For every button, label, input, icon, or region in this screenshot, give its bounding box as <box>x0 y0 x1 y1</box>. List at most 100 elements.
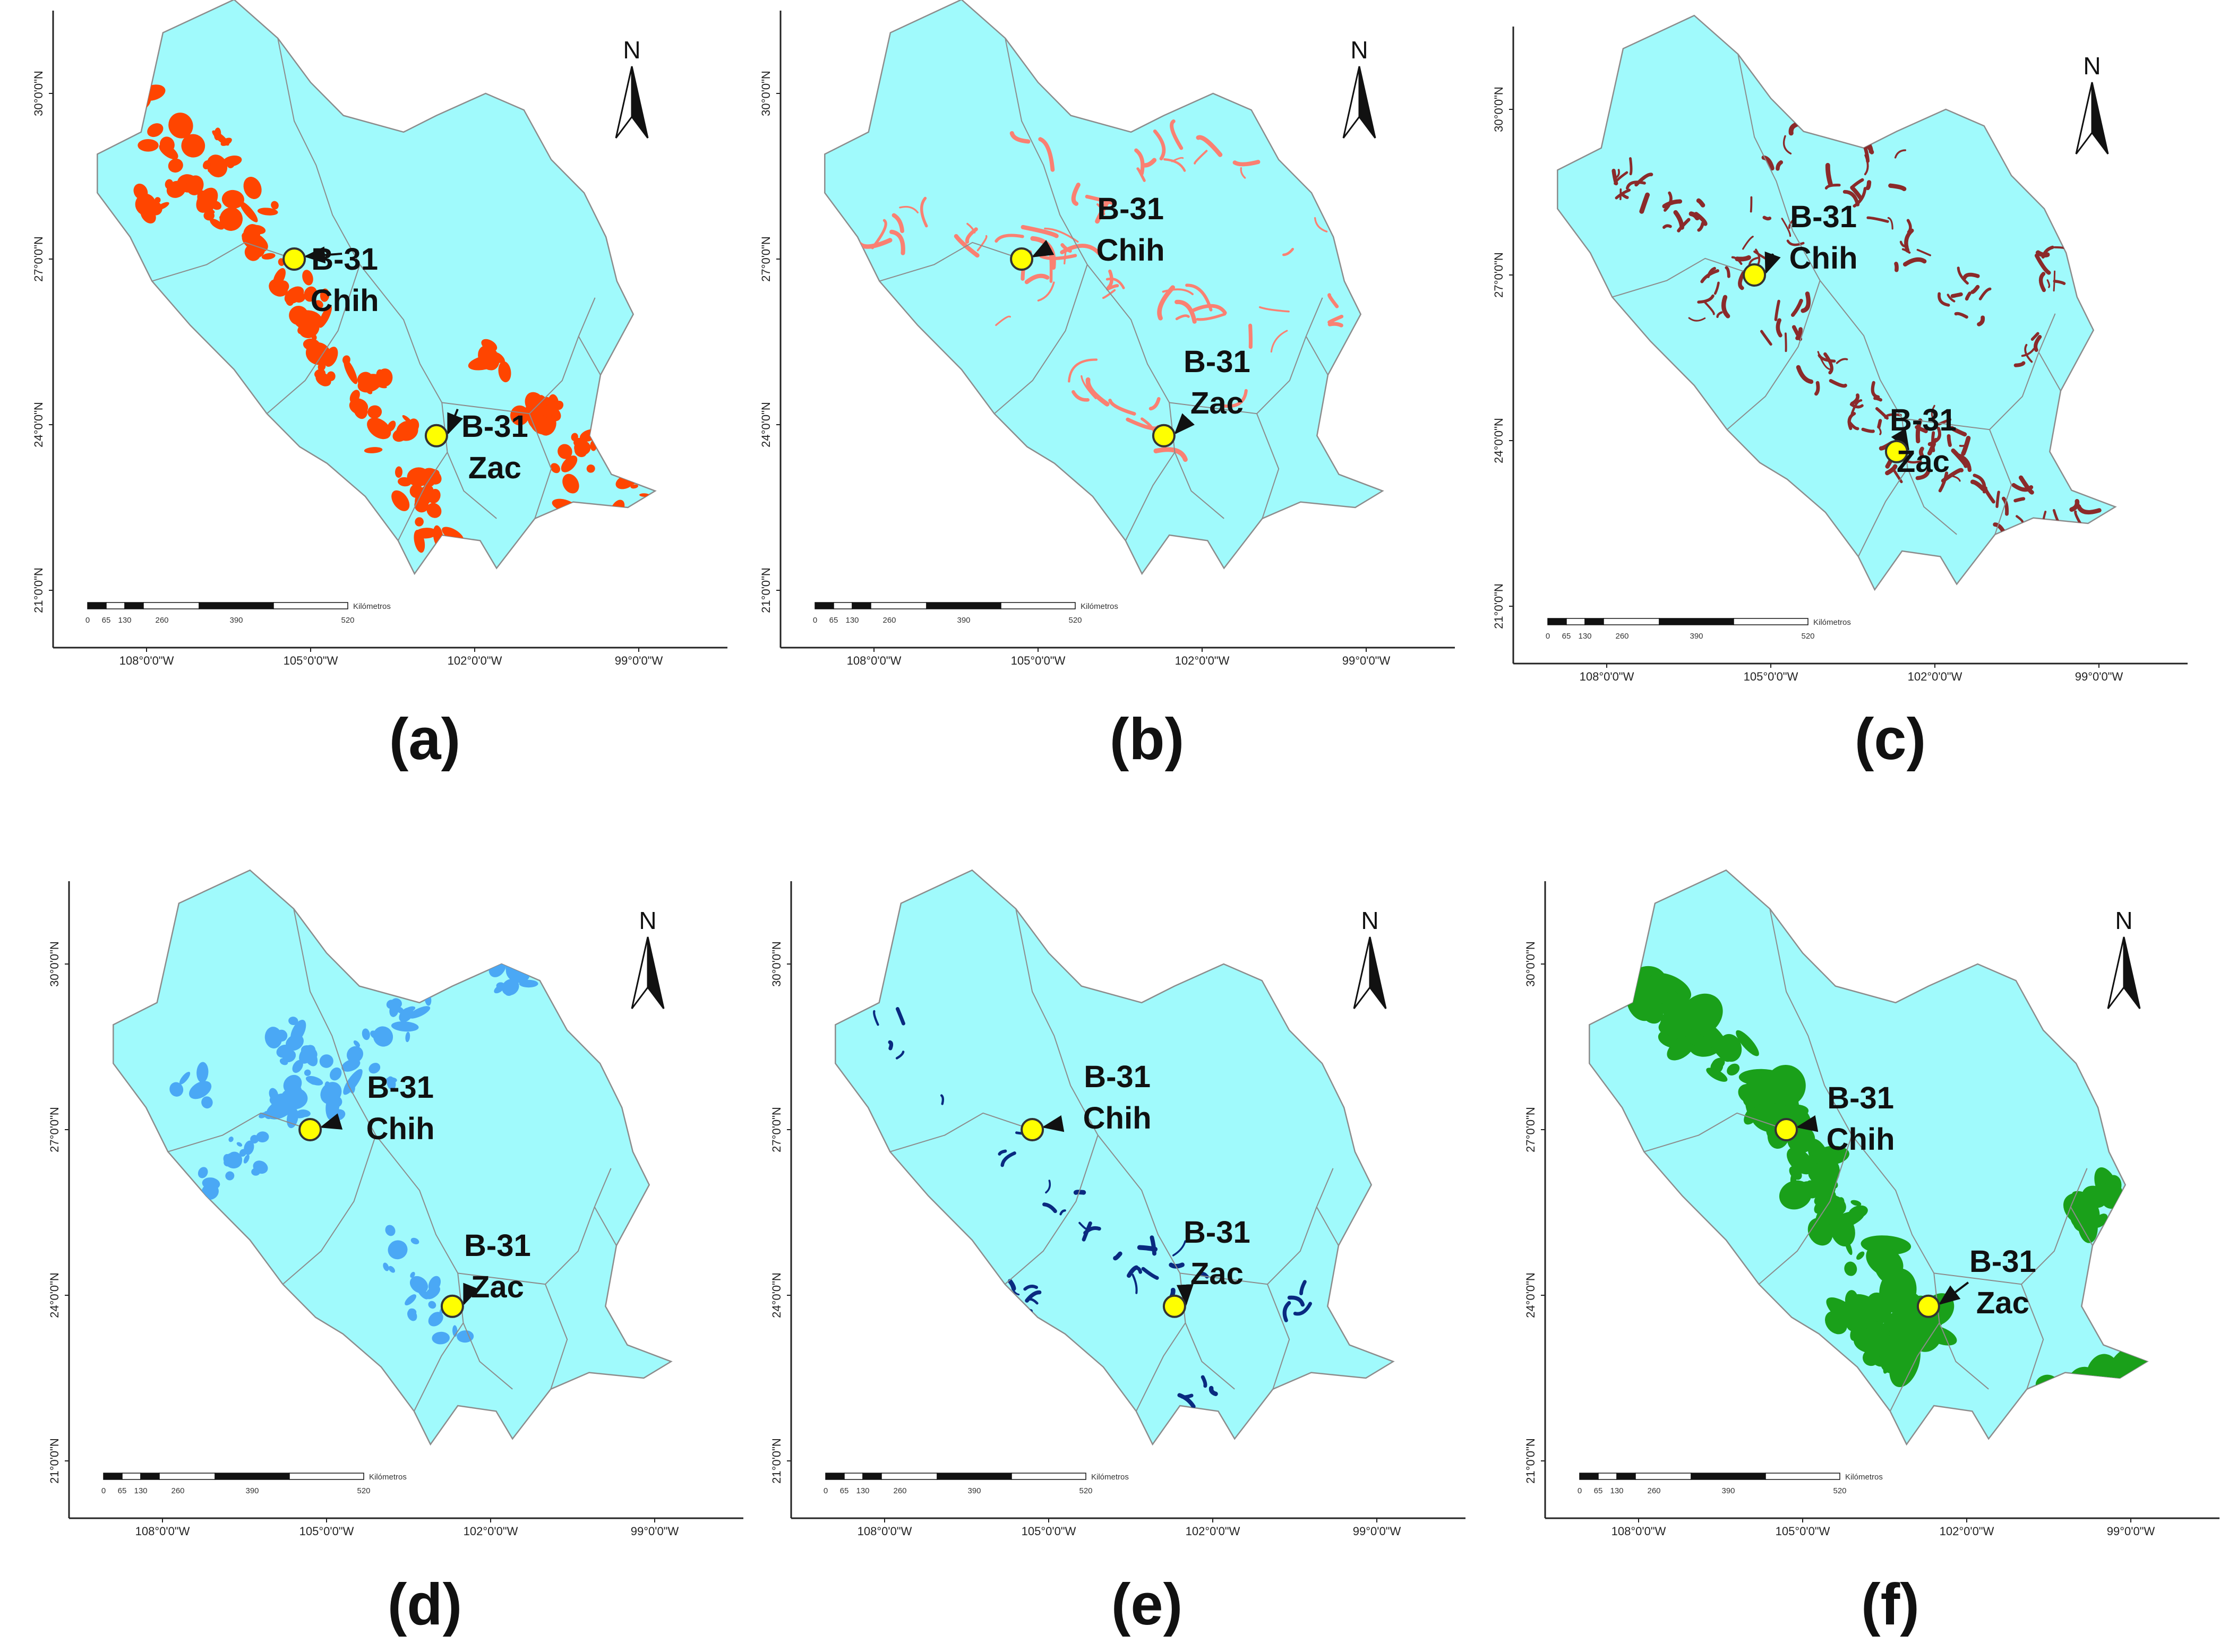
distribution-stream <box>1196 313 1227 321</box>
state-border-line <box>2038 352 2061 391</box>
distribution-patch <box>196 1062 209 1083</box>
site-code-label: B-31 <box>1184 345 1250 379</box>
distribution-patch <box>344 358 358 384</box>
distribution-stream <box>1774 299 1780 321</box>
lat-tick-label: 30°0'0"N <box>1524 941 1537 987</box>
state-border-line <box>1737 54 1903 419</box>
scale-bar-segment <box>852 602 871 609</box>
state-border-line <box>2070 1207 2093 1246</box>
distribution-stream <box>1950 426 1967 437</box>
site-marker <box>1010 247 1034 271</box>
lat-tick-label: 21°0'0"N <box>32 567 45 613</box>
state-border-line <box>1169 297 1323 415</box>
distribution-stream <box>2034 253 2051 275</box>
distribution-patch <box>253 1160 268 1174</box>
site-code-label: B-31 <box>1084 1060 1151 1094</box>
north-arrow-label: N <box>639 907 656 934</box>
distribution-stream <box>1704 301 1715 315</box>
distribution-patch <box>243 177 262 199</box>
site-marker <box>1775 1118 1798 1141</box>
north-arrow-icon: N <box>1353 907 1387 1009</box>
scale-bar-segment <box>124 602 144 609</box>
state-border-line <box>413 1322 464 1412</box>
site-name-label: Zac <box>1190 1257 1244 1291</box>
distribution-stream <box>1887 217 1893 230</box>
distribution-stream <box>1700 269 1719 283</box>
distribution-stream <box>1044 227 1079 243</box>
distribution-patch <box>210 218 224 230</box>
state-border-line <box>152 242 295 282</box>
distribution-stream <box>1865 180 1872 191</box>
panel-label: (c) <box>1855 707 1926 772</box>
distribution-stream <box>1662 224 1672 229</box>
site-code-label: B-31 <box>1890 403 1957 437</box>
scale-bar-tick-label: 65 <box>829 616 838 625</box>
distribution-stream <box>1790 298 1803 317</box>
lon-tick-label: 108°0'0"W <box>1580 670 1634 683</box>
site-marker <box>440 1294 464 1318</box>
distribution-stream <box>1314 217 1328 233</box>
distribution-patch <box>243 1155 250 1164</box>
scale-bar-tick-label: 130 <box>1578 632 1591 641</box>
distribution-stream <box>1861 427 1875 433</box>
state-border-line <box>1726 280 1821 430</box>
distribution-stream <box>1073 1190 1086 1195</box>
state-border-line <box>1934 1168 2088 1285</box>
distribution-patch <box>449 529 453 534</box>
distribution-stream <box>1947 294 1956 303</box>
north-arrow-label: N <box>2083 52 2101 80</box>
distribution-stream <box>1694 212 1708 226</box>
distribution-patch <box>550 463 560 474</box>
distribution-stream <box>2046 279 2051 288</box>
distribution-stream <box>1025 1290 1042 1303</box>
scale-bar-segment <box>1603 618 1660 625</box>
distribution-stream <box>1222 389 1248 408</box>
distribution-patch <box>259 1112 267 1118</box>
distribution-stream <box>1786 239 1805 246</box>
site-chih: B-31 Chih <box>298 1070 435 1146</box>
distribution-patch <box>186 175 204 195</box>
distribution-stream <box>1782 135 1792 154</box>
lon-tick-label: 102°0'0"W <box>448 654 502 667</box>
site-pointer-arrow <box>1176 1284 1194 1306</box>
scale-bar-segment <box>1616 1473 1636 1480</box>
distribution-patch <box>409 1276 428 1294</box>
distribution-stream <box>1850 399 1863 415</box>
state-border-line <box>1989 429 2012 535</box>
distribution-patch <box>1812 1146 1849 1166</box>
distribution-stream <box>1865 144 1874 154</box>
scale-bar-unit: Kilómetros <box>369 1473 407 1482</box>
distribution-stream <box>1788 122 1799 136</box>
scale-bar-tick-label: 130 <box>1610 1486 1623 1495</box>
distribution-stream <box>1153 129 1166 161</box>
map-panel-3: 30°0'0"N 27°0'0"N 24°0'0"N 21°0'0"N 108°0'0"… <box>1492 14 2188 683</box>
distribution-stream <box>1078 1221 1087 1230</box>
state-border-line <box>1305 336 1328 375</box>
distribution-patch <box>326 1095 342 1108</box>
distribution-patch <box>346 1046 364 1063</box>
state-border-line <box>293 908 459 1274</box>
distribution-stream <box>1134 148 1145 176</box>
distribution-stream <box>1162 288 1194 295</box>
distribution-stream <box>1171 157 1184 162</box>
distribution-stream <box>1851 178 1864 188</box>
study-region-land <box>113 869 673 1446</box>
site-name-label: Zac <box>1190 386 1244 420</box>
panel-label: (a) <box>389 707 460 772</box>
site-pointer-arrow <box>1796 1115 1819 1132</box>
distribution-patch <box>387 1076 396 1090</box>
site-code-label: B-31 <box>1790 200 1857 234</box>
site-marker <box>1884 440 1908 463</box>
distribution-stream <box>1258 306 1290 313</box>
lat-tick-label: 30°0'0"N <box>759 71 773 116</box>
distribution-patch <box>496 982 505 990</box>
site-name-label: Chih <box>311 283 379 318</box>
north-arrow-right-half <box>2123 936 2141 1009</box>
scale-bar-segment <box>1579 1473 1599 1480</box>
scale-bar-segment <box>815 602 834 609</box>
distribution-stream <box>1952 475 1961 482</box>
north-arrow-label: N <box>1350 36 1368 64</box>
distribution-patch <box>349 398 368 415</box>
distribution-layer <box>857 119 1373 462</box>
distribution-patch <box>519 979 538 988</box>
